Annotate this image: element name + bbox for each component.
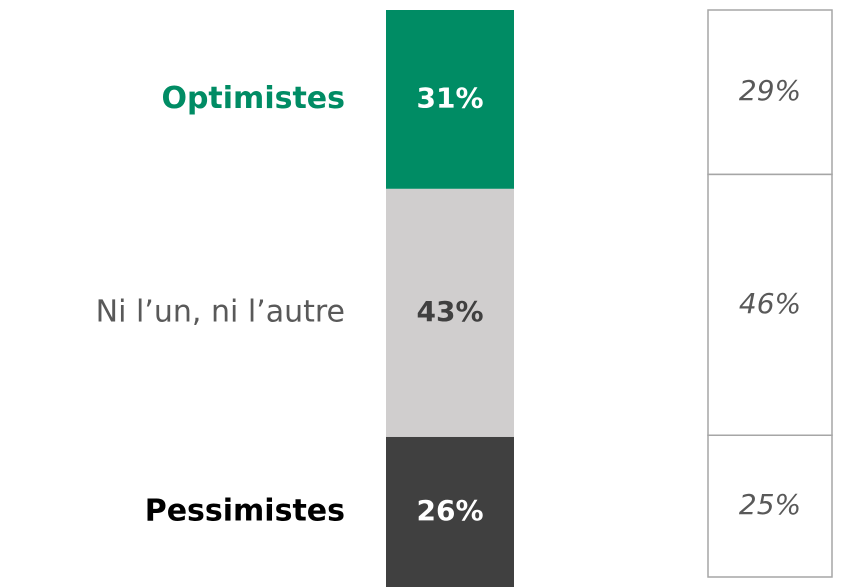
category-label: Optimistes bbox=[161, 81, 345, 116]
category-label: Ni l’un, ni l’autre bbox=[96, 294, 345, 329]
value-label: 43% bbox=[416, 295, 483, 328]
bar-segment bbox=[707, 9, 833, 176]
value-label: 46% bbox=[739, 287, 801, 320]
bar-segment bbox=[386, 436, 514, 587]
value-label: 25% bbox=[739, 488, 801, 521]
bar-segment bbox=[707, 434, 833, 578]
value-label: 31% bbox=[416, 81, 483, 114]
bar-segment bbox=[386, 10, 514, 189]
value-label: 26% bbox=[416, 494, 483, 527]
category-label: Pessimistes bbox=[145, 493, 345, 528]
bar-segment bbox=[386, 188, 514, 437]
value-label: 29% bbox=[739, 74, 801, 107]
